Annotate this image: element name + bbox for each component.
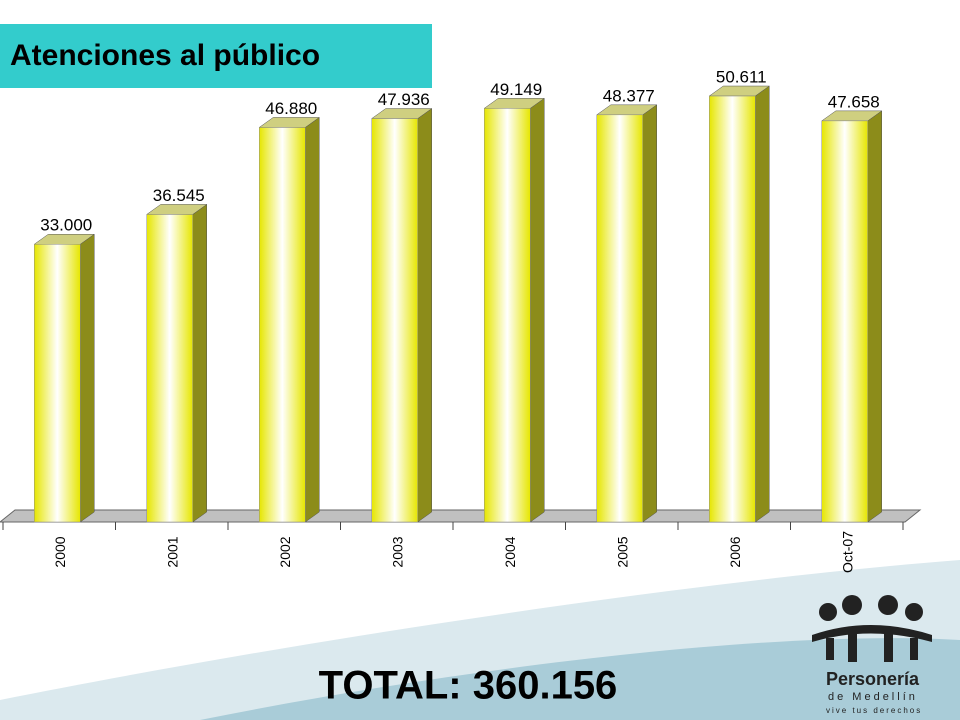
logo-city: de Medellín xyxy=(828,691,918,703)
bar-side xyxy=(530,97,545,523)
logo-icon xyxy=(812,625,932,642)
logo-icon xyxy=(878,595,898,615)
logo-icon xyxy=(884,630,893,662)
x-tick-label: 2003 xyxy=(389,536,405,567)
value-label: 46.880 xyxy=(265,99,317,118)
logo-icon xyxy=(826,638,834,660)
bar xyxy=(259,127,306,523)
background-swoosh xyxy=(200,638,960,720)
bar xyxy=(821,120,868,523)
bar xyxy=(596,114,643,523)
value-label: 33.000 xyxy=(40,216,92,235)
x-tick-label: Oct-07 xyxy=(839,531,855,573)
title-box xyxy=(0,24,432,88)
bar-side xyxy=(755,85,770,523)
bar xyxy=(709,95,756,523)
logo-icon xyxy=(848,630,857,662)
logo-icon xyxy=(842,595,862,615)
logo-name: Personería xyxy=(826,669,920,689)
bar-side xyxy=(417,108,432,523)
bar xyxy=(371,118,418,523)
logo-slogan: vive tus derechos xyxy=(826,706,922,715)
logo-icon xyxy=(819,603,837,621)
bar xyxy=(34,244,81,523)
bar-side xyxy=(642,104,657,523)
value-label: 50.611 xyxy=(716,68,767,87)
x-tick-label: 2000 xyxy=(52,536,68,567)
x-tick-label: 2006 xyxy=(727,536,743,567)
bar-side xyxy=(305,116,320,523)
value-label: 48.377 xyxy=(603,86,655,105)
floor xyxy=(0,509,922,523)
x-tick-label: 2001 xyxy=(164,536,180,567)
x-tick-label: 2005 xyxy=(614,536,630,567)
x-tick-label: 2004 xyxy=(502,536,518,567)
value-label: 36.545 xyxy=(153,186,205,205)
value-label: 49.149 xyxy=(490,80,542,99)
bar-side xyxy=(192,203,207,523)
total-label: TOTAL: 360.156 xyxy=(319,664,618,708)
value-label: 47.936 xyxy=(378,90,430,109)
bar-side xyxy=(867,110,882,523)
logo: Personería de Medellín vive tus derechos xyxy=(812,595,932,715)
chart-title: Atenciones al público xyxy=(10,39,320,72)
logo-icon xyxy=(910,638,918,660)
bar xyxy=(484,108,531,523)
bar xyxy=(146,214,193,523)
logo-icon xyxy=(905,603,923,621)
value-label: 47.658 xyxy=(828,92,880,111)
x-tick-label: 2002 xyxy=(277,536,293,567)
bar-side xyxy=(80,233,95,523)
